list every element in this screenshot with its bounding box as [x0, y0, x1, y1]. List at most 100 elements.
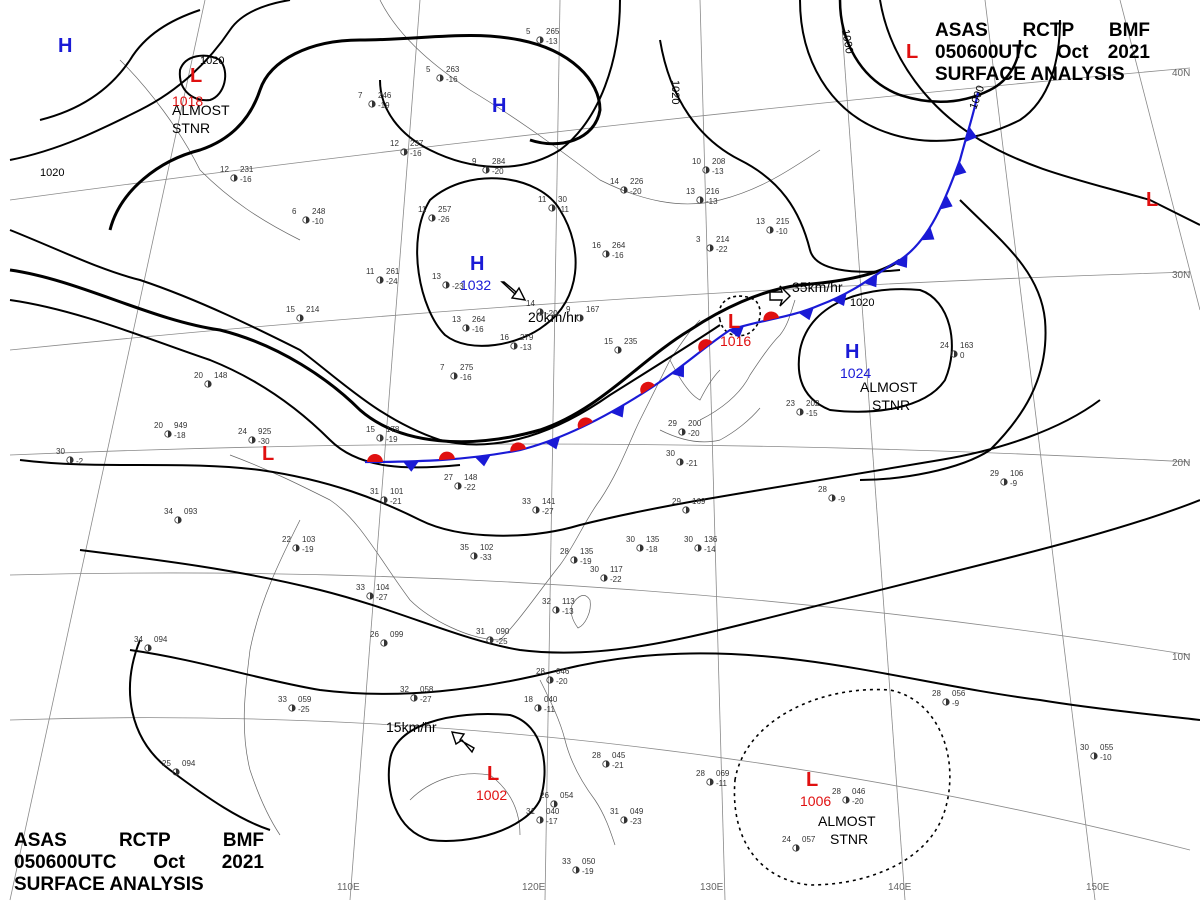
station-value: 178: [386, 425, 400, 434]
station-plot: 28 046-20: [536, 667, 570, 686]
station-cloud-cover: [770, 226, 774, 234]
station-value: -11: [544, 705, 556, 714]
station-value: 101: [390, 487, 404, 496]
station-plot: 11 261-24: [366, 267, 400, 286]
station-value: -16: [240, 175, 252, 184]
station-value: -11: [558, 205, 570, 214]
station-plot: 33 104-27: [356, 583, 390, 602]
station-value: -20: [492, 167, 504, 176]
warm-front-symbol: [510, 442, 527, 452]
station-value: -23: [452, 282, 464, 291]
cold-front-symbol: [474, 455, 491, 467]
station-value: 208: [712, 157, 726, 166]
isobar-center-upper: [379, 0, 621, 168]
station-value: 5: [526, 27, 531, 36]
parallel-30n: [9, 271, 1191, 351]
station-cloud-cover: [556, 606, 560, 614]
station-cloud-cover: [306, 216, 310, 224]
station-value: 235: [624, 337, 638, 346]
station-plot: 14 226-20: [610, 177, 644, 196]
lat-lon-grid: [9, 0, 1200, 901]
station-cloud-cover: [70, 456, 74, 464]
station-plot: 30 055-10: [1080, 743, 1114, 762]
station-value: 11: [418, 205, 427, 214]
station-plot: 3 214-22: [696, 235, 730, 254]
isobar-north-b: [9, 299, 461, 469]
center-h-1024-value: 1024: [840, 365, 871, 381]
station-value: 7: [358, 91, 363, 100]
motion-vectors: 20km/hr 35km/hr 15km/hr: [386, 279, 843, 754]
center-l-ne-header: L: [906, 41, 918, 63]
coast-borneo: [409, 773, 521, 836]
station-value: 31: [610, 807, 619, 816]
station-value: 113: [562, 597, 575, 606]
station-plot: 16 264-16: [592, 241, 626, 260]
center-h-1024: H: [845, 341, 859, 363]
station-cloud-cover: [296, 544, 300, 552]
station-cloud-cover: [490, 636, 494, 644]
station-value: 9: [566, 305, 571, 314]
warm-front-symbol: [577, 417, 593, 429]
station-value: 28: [536, 667, 545, 676]
station-value: -16: [612, 251, 624, 260]
station-cloud-cover: [604, 574, 608, 582]
center-h-1032: H: [470, 253, 484, 275]
station-value: 136: [704, 535, 718, 544]
station-value: 33: [356, 583, 365, 592]
station-cloud-cover: [540, 816, 544, 824]
cold-front-symbol: [545, 436, 561, 450]
center-l-1006-value: 1006: [800, 793, 831, 809]
station-plot: 23 202-15: [786, 399, 820, 418]
station-value: 104: [376, 583, 390, 592]
parallel-0: [9, 717, 1191, 851]
station-value: 202: [806, 399, 820, 408]
coast-taiwan: [570, 595, 591, 629]
meridian-150e: [984, 0, 1096, 901]
isobar-labels: 1020 1020 1020 1020 1000 1000: [40, 28, 987, 309]
station-plot: 29 106-9: [990, 469, 1024, 488]
cold-front-symbol: [671, 364, 685, 378]
station-cloud-cover: [148, 644, 152, 652]
station-value: 264: [612, 241, 626, 250]
coast-russia: [379, 0, 821, 205]
station-cloud-cover: [252, 436, 256, 444]
lat-label: 20N: [1172, 458, 1190, 469]
station-plot: 33 050-19: [562, 857, 596, 876]
motion-speed: 15km/hr: [386, 719, 437, 735]
isobar-mid-1: [19, 399, 1101, 537]
station-cloud-cover: [234, 174, 238, 182]
parallel-40n: [9, 67, 1191, 201]
station-value: -19: [582, 867, 594, 876]
station-value: 148: [464, 473, 478, 482]
station-value: 279: [520, 333, 534, 342]
header-month: Oct: [1056, 42, 1089, 63]
station-value: 25: [162, 759, 171, 768]
station-value: 163: [960, 341, 974, 350]
station-plot: 28 046-20: [832, 787, 866, 806]
station-value: -17: [546, 817, 558, 826]
station-value: 0: [960, 351, 965, 360]
station-value: -27: [420, 695, 432, 704]
coast-korea: [669, 359, 721, 401]
station-cloud-cover: [700, 196, 704, 204]
station-cloud-cover: [606, 760, 610, 768]
station-value: -13: [712, 167, 724, 176]
header-line-1: ASAS RCTP BMF: [14, 830, 264, 852]
station-cloud-cover: [686, 506, 690, 514]
station-value: -20: [556, 677, 568, 686]
meridian-120e: [544, 0, 561, 901]
station-value: 27: [444, 473, 453, 482]
station-cloud-cover: [384, 496, 388, 504]
station-value: -16: [472, 325, 484, 334]
station-value: 046: [852, 787, 866, 796]
station-plot: 31 090-25: [476, 627, 510, 646]
center-l-1006: L: [806, 769, 818, 791]
center-l-1002: L: [487, 763, 499, 785]
station-value: 265: [546, 27, 560, 36]
station-value: -18: [646, 545, 658, 554]
meridian-160e: [1119, 0, 1200, 311]
station-value: -14: [704, 545, 716, 554]
lat-label: 30N: [1172, 270, 1190, 281]
station-value: 30: [590, 565, 599, 574]
